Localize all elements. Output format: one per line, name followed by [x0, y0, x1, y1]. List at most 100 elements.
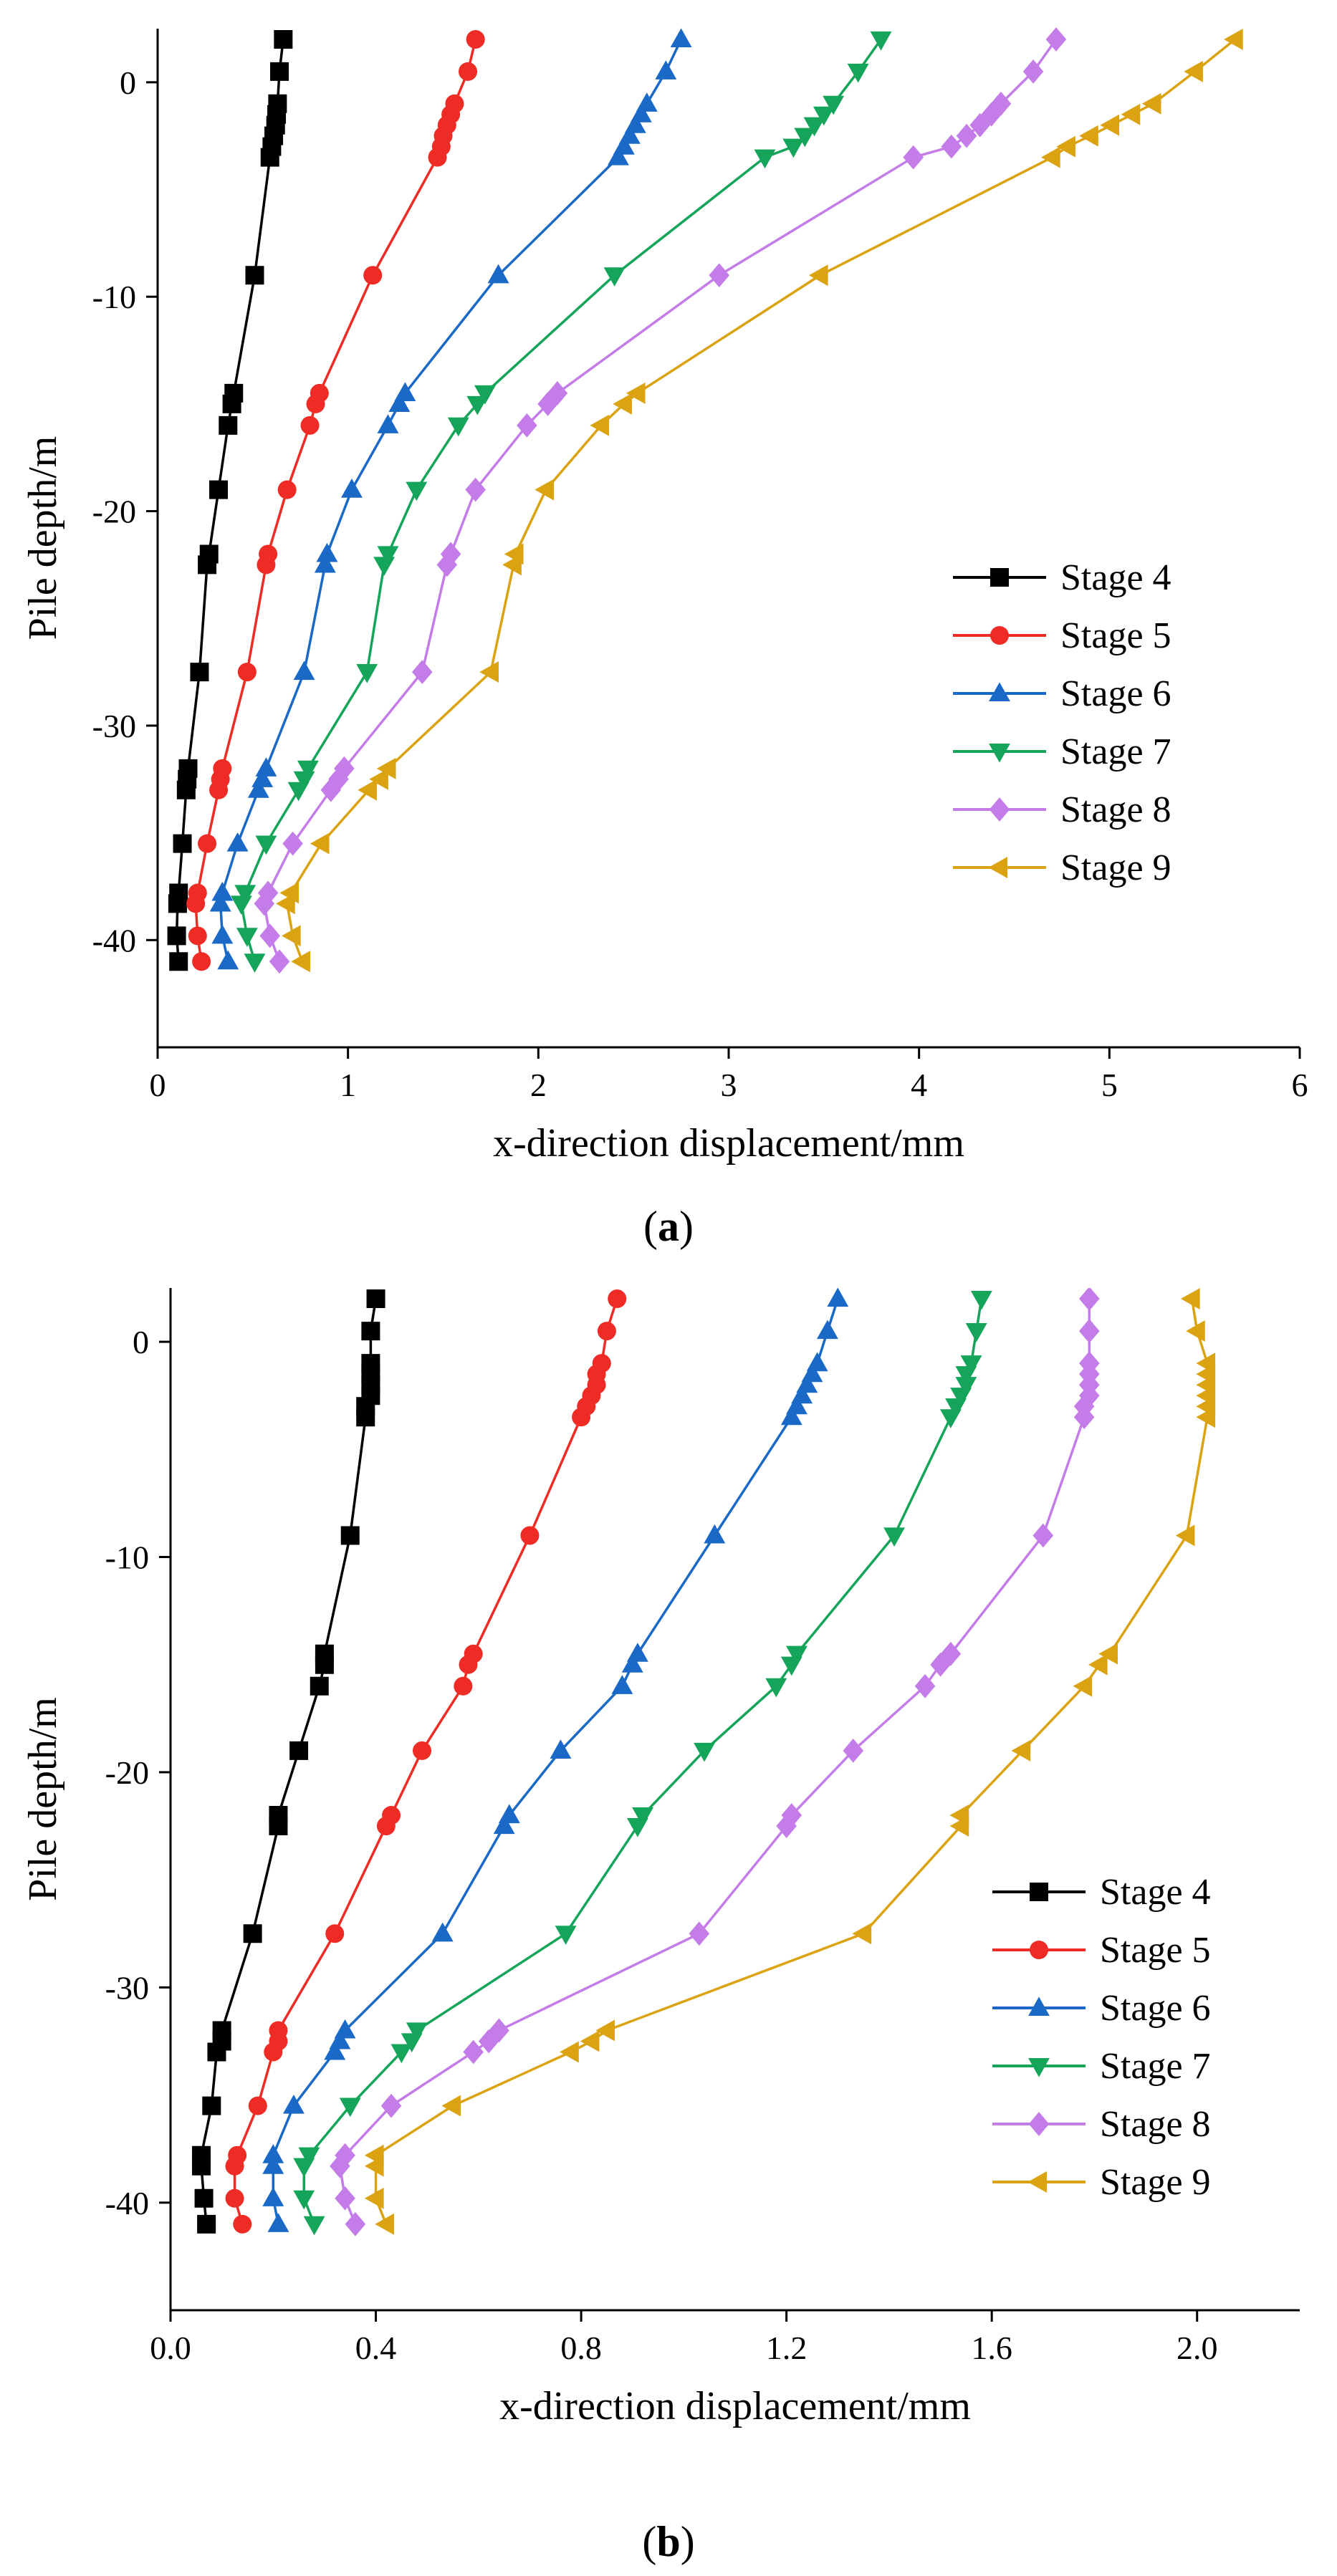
data-point	[225, 2156, 244, 2176]
data-point	[345, 2211, 366, 2236]
data-point	[262, 2144, 284, 2163]
data-point	[1100, 114, 1120, 136]
data-point	[222, 394, 241, 413]
series-stage-7	[293, 1290, 992, 2236]
x-tick-label: 2.0	[1177, 2330, 1218, 2366]
y-tick-label: -20	[105, 1754, 149, 1791]
data-point	[1022, 59, 1044, 84]
data-point	[487, 264, 509, 284]
data-point	[339, 2097, 361, 2118]
legend-marker	[1028, 2057, 1050, 2077]
data-point	[293, 2190, 315, 2210]
data-point	[248, 2096, 267, 2115]
legend-marker	[990, 626, 1009, 645]
data-point	[463, 2039, 484, 2065]
data-point	[176, 780, 196, 799]
data-point	[303, 2216, 325, 2236]
caption-letter: b	[656, 2518, 680, 2565]
data-point	[291, 951, 310, 973]
data-point	[191, 2156, 211, 2176]
data-point	[363, 266, 383, 285]
data-point	[257, 880, 279, 905]
data-point	[520, 1526, 540, 1545]
legend-label: Stage 7	[1060, 731, 1171, 772]
data-point	[310, 1676, 329, 1696]
x-tick-label: 2	[530, 1067, 547, 1103]
data-point	[941, 134, 962, 159]
panel-b: 0.0 0.4 0.8 1.2 1.6 2.0 0 -10 -20 -30 -40 x-directi…	[0, 1288, 1337, 2576]
data-point	[459, 1655, 478, 1674]
data-point	[1078, 1288, 1100, 1311]
caption-paren-close: )	[681, 2518, 695, 2565]
data-point	[459, 62, 478, 81]
data-point	[226, 832, 249, 852]
series-stage-9	[364, 1288, 1216, 2235]
legend-marker	[990, 568, 1009, 587]
series-line	[175, 39, 285, 962]
data-point	[939, 1409, 962, 1428]
series-line	[240, 38, 882, 962]
data-point	[310, 832, 330, 855]
y-tick-label: -30	[92, 708, 136, 744]
y-tick-label: 0	[133, 1324, 149, 1360]
panel-caption: (a)	[643, 1203, 694, 1250]
data-point	[428, 148, 447, 167]
caption-paren-open: (	[642, 2518, 656, 2565]
data-point	[169, 952, 188, 971]
data-point	[198, 555, 217, 575]
data-point	[689, 1921, 710, 1946]
data-point	[192, 952, 211, 971]
data-point	[981, 102, 1002, 127]
data-point	[431, 1922, 454, 1942]
x-tick-label: 5	[1101, 1067, 1118, 1103]
series-line	[219, 39, 683, 962]
x-tick-label: 0	[150, 1067, 166, 1103]
data-point	[413, 1741, 432, 1760]
data-point	[335, 2186, 355, 2211]
data-point	[209, 892, 231, 912]
data-point	[782, 138, 805, 158]
y-tick-label: -40	[105, 2185, 149, 2221]
data-point	[613, 393, 632, 415]
data-point	[603, 267, 626, 287]
data-point	[517, 413, 537, 438]
y-tick-label: -30	[105, 1969, 149, 2006]
y-tick-label: -40	[92, 922, 136, 958]
data-point	[198, 834, 217, 853]
data-point	[1045, 27, 1067, 52]
data-point	[255, 835, 277, 855]
data-point	[209, 480, 229, 499]
y-axis-title: Pile depth/m	[21, 436, 65, 640]
data-point	[780, 1405, 802, 1426]
data-point	[670, 28, 692, 48]
data-point	[257, 555, 276, 575]
y-tick-label: -10	[92, 279, 136, 315]
data-point	[950, 1388, 972, 1407]
data-point	[794, 128, 816, 148]
data-point	[293, 2158, 315, 2178]
series-stage-9	[276, 29, 1243, 973]
data-point	[466, 29, 485, 49]
series-line	[374, 1298, 1209, 2225]
data-point	[373, 557, 396, 577]
x-tick-label: 1	[340, 1067, 356, 1103]
panel-a: 0 1 2 3 4 5 6 0 -10 -20 -30 -40 x-direction displace…	[21, 27, 1308, 1250]
legend-label: Stage 6	[1060, 673, 1171, 714]
data-point	[478, 2029, 499, 2054]
data-point	[330, 2153, 350, 2178]
data-point	[194, 2188, 214, 2208]
legend-label: Stage 4	[1060, 557, 1171, 598]
data-point	[949, 1815, 969, 1837]
data-point	[277, 480, 297, 499]
data-point	[411, 660, 433, 685]
data-point	[945, 1398, 967, 1418]
data-point	[479, 661, 499, 683]
data-point	[903, 145, 924, 170]
legend-label: Stage 4	[1100, 1872, 1211, 1913]
series-line	[194, 39, 477, 962]
data-point	[1121, 103, 1141, 125]
data-point	[626, 382, 646, 404]
series-stage-8	[330, 1288, 1100, 2236]
data-point	[325, 1924, 345, 1943]
data-point	[168, 894, 187, 913]
